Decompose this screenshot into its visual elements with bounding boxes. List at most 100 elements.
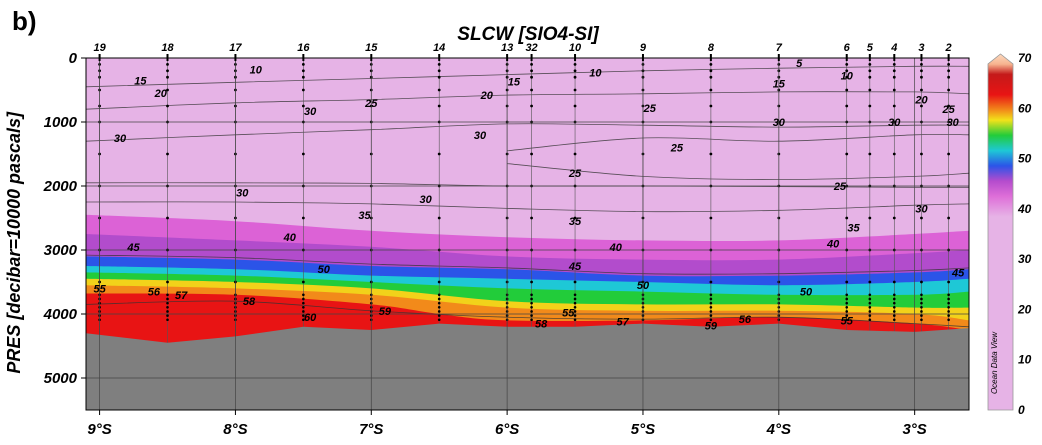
sample-dot — [573, 75, 577, 79]
colorbar-tick-label: 30 — [1018, 252, 1032, 266]
station-label: 32 — [525, 42, 537, 54]
contour-label: 55 — [93, 283, 106, 295]
sample-dot — [530, 297, 533, 301]
sample-dot — [920, 297, 923, 301]
sample-dot — [947, 69, 951, 73]
contour-label: 30 — [947, 117, 960, 129]
sample-dot — [301, 216, 305, 220]
sample-dot — [302, 310, 305, 313]
station-label: 15 — [365, 42, 378, 54]
contour-label: 50 — [318, 264, 331, 276]
sample-dot — [709, 305, 713, 309]
sample-dot — [302, 297, 305, 301]
sample-dot — [947, 63, 951, 66]
contour-label: 60 — [304, 312, 317, 324]
sample-dot — [302, 318, 305, 322]
sample-dot — [868, 69, 872, 73]
x-tick-label: 3°S — [902, 421, 926, 438]
sample-dot — [530, 318, 533, 322]
sample-dot — [920, 88, 923, 92]
sample-dot — [573, 314, 577, 317]
sample-dot — [709, 69, 713, 73]
sample-dot — [845, 69, 849, 73]
y-axis-label: PRES [decibar=10000 pascals] — [4, 111, 24, 374]
colorbar-scale — [987, 53, 1014, 411]
seafloor — [86, 323, 969, 410]
colorbar-tick-label: 70 — [1018, 51, 1032, 65]
colorbar-tick-label: 0 — [1018, 403, 1025, 417]
station-label: 6 — [844, 42, 851, 54]
sample-dot — [301, 104, 305, 108]
y-tick-label: 3000 — [44, 242, 78, 259]
sample-dot — [892, 297, 896, 301]
contour-label: 35 — [847, 223, 860, 235]
contour-label: 40 — [283, 232, 297, 244]
x-tick-label: 7°S — [359, 421, 383, 438]
sample-dot — [530, 310, 533, 313]
sample-dot — [920, 63, 923, 66]
colorbar-tick-label: 20 — [1017, 302, 1032, 316]
sample-dot — [709, 310, 713, 313]
axes: 9°S 8°S 7°S 6°S 5°S 4°S 3°S 0 1000 2000 3000 4000 50… — [43, 42, 970, 438]
sample-dot — [947, 314, 950, 317]
sample-dot — [947, 318, 950, 322]
sample-dot — [709, 314, 713, 317]
sample-dot — [947, 297, 950, 301]
colorbar: 0 10 20 30 40 50 60 70 Ocean Data View — [987, 51, 1032, 417]
colorbar-tick-label: 50 — [1018, 152, 1032, 166]
contour-line-6 — [507, 163, 969, 181]
sample-dot — [920, 75, 923, 79]
station-label: 3 — [918, 42, 924, 54]
sample-dot — [166, 318, 169, 322]
x-tick-label: 6°S — [495, 421, 519, 438]
sample-dot — [868, 216, 872, 220]
contour-label: 30 — [419, 194, 432, 206]
sample-dot — [845, 301, 849, 305]
sample-dot — [920, 314, 923, 317]
contour-label: 50 — [637, 280, 650, 292]
chart-title: SLCW [SIO4-SI] — [457, 24, 599, 45]
contour-label: 56 — [148, 287, 161, 299]
sample-dot — [868, 314, 872, 317]
colorbar-tick-label: 10 — [1018, 353, 1032, 367]
contour-label: 30 — [915, 203, 928, 215]
sample-dot — [845, 305, 849, 309]
sample-dot — [166, 314, 169, 317]
contour-label: 30 — [773, 117, 786, 129]
sample-dot — [892, 301, 896, 305]
sample-dot — [892, 280, 896, 284]
station-label: 14 — [433, 42, 445, 54]
contour-label: 30 — [236, 187, 249, 199]
sample-dot — [892, 88, 896, 92]
x-tick-label: 4°S — [766, 421, 791, 438]
station-label: 17 — [229, 42, 242, 54]
sample-dot — [166, 280, 169, 284]
colorbar-tick-label: 60 — [1018, 101, 1032, 115]
sample-dot — [709, 88, 713, 92]
sample-dot — [868, 152, 872, 156]
contour-label: 15 — [773, 79, 786, 91]
sample-dot — [437, 293, 441, 297]
sample-dot — [166, 104, 169, 108]
sample-dot — [573, 152, 577, 156]
contour-label: 25 — [670, 143, 684, 155]
sample-dot — [302, 314, 305, 317]
contour-label: 35 — [358, 210, 371, 222]
sample-dot — [166, 75, 169, 79]
x-tick-label: 9°S — [87, 421, 111, 438]
sample-dot — [868, 301, 872, 305]
sample-dot — [947, 104, 951, 108]
watermark-text: Ocean Data View — [990, 331, 999, 394]
sample-dot — [166, 216, 169, 220]
contour-label: 30 — [304, 106, 317, 118]
sample-dot — [166, 63, 169, 66]
sample-dot — [573, 305, 577, 309]
station-label: 9 — [640, 42, 647, 54]
y-tick-label: 5000 — [44, 370, 78, 387]
sample-dot — [709, 104, 713, 108]
sample-dot — [868, 305, 872, 309]
y-tick-label: 1000 — [44, 114, 78, 131]
sample-dot — [302, 305, 305, 309]
sample-dot — [947, 88, 951, 92]
